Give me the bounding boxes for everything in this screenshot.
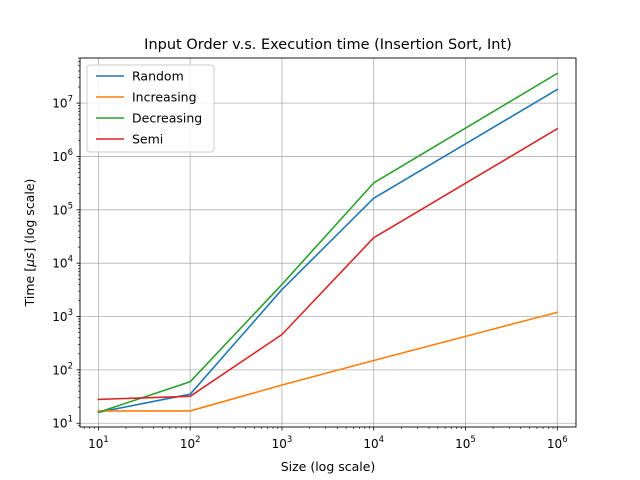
x-tick-label: 104	[363, 435, 384, 451]
y-tick-base: 10	[52, 257, 67, 271]
x-tick-base: 10	[455, 437, 470, 451]
x-tick-exponent: 1	[103, 435, 108, 445]
x-tick-base: 10	[272, 437, 287, 451]
y-tick-exponent: 7	[68, 95, 73, 105]
y-tick-base: 10	[52, 150, 67, 164]
y-tick-label: 101	[52, 415, 73, 431]
legend-label-increasing: Increasing	[132, 90, 197, 105]
y-tick-exponent: 6	[68, 148, 73, 158]
y-tick-base: 10	[52, 363, 67, 377]
y-tick-label: 106	[52, 148, 73, 164]
legend-box	[86, 64, 215, 153]
y-axis-label: Time [μs] (log scale)	[22, 179, 37, 308]
x-tick-exponent: 5	[470, 435, 475, 445]
grid	[80, 58, 576, 427]
series-line-increasing	[97, 311, 559, 412]
series-line-random	[97, 88, 559, 414]
legend-label-decreasing: Decreasing	[132, 111, 202, 126]
y-tick-exponent: 2	[68, 361, 73, 371]
series-line-decreasing	[97, 72, 559, 414]
legend-label-semi: Semi	[132, 132, 163, 147]
legend: Random Increasing Decreasing Semi	[86, 64, 215, 153]
y-tick-base: 10	[52, 310, 67, 324]
legend-label-random: Random	[132, 69, 184, 84]
x-tick-exponent: 2	[195, 435, 200, 445]
chart-title: Input Order v.s. Execution time (Inserti…	[144, 37, 512, 53]
y-axis-label-prefix: Time [	[22, 267, 37, 307]
y-tick-exponent: 5	[68, 201, 73, 211]
y-tick-label: 102	[52, 361, 73, 377]
y-tick-label: 107	[52, 95, 73, 111]
x-tick-exponent: 3	[287, 435, 292, 445]
x-tick-base: 10	[88, 437, 103, 451]
y-tick-base: 10	[52, 97, 67, 111]
x-tick-label: 102	[180, 435, 201, 451]
x-tick-label: 101	[88, 435, 109, 451]
y-axis-label-mu: μs	[22, 252, 37, 268]
x-tick-label: 105	[455, 435, 476, 451]
y-tick-label: 104	[52, 255, 73, 271]
x-tick-label: 106	[547, 435, 568, 451]
y-tick-label: 105	[52, 201, 73, 217]
y-axis-label-suffix: ] (log scale)	[22, 179, 37, 253]
x-tick-label: 103	[272, 435, 293, 451]
y-tick-exponent: 3	[68, 308, 73, 318]
series-line-semi	[97, 127, 559, 401]
series-lines	[97, 72, 559, 414]
y-tick-base: 10	[52, 203, 67, 217]
x-tick-base: 10	[180, 437, 195, 451]
x-tick-exponent: 4	[379, 435, 384, 445]
x-axis-ticks: 101 102 103 104 105 106	[83, 427, 568, 451]
y-tick-base: 10	[52, 417, 67, 431]
x-tick-exponent: 6	[562, 435, 567, 445]
x-tick-base: 10	[363, 437, 378, 451]
y-tick-label: 103	[52, 308, 73, 324]
x-tick-base: 10	[547, 437, 562, 451]
y-tick-exponent: 1	[68, 415, 73, 425]
y-tick-exponent: 4	[68, 255, 73, 265]
x-axis-label: Size (log scale)	[281, 459, 376, 474]
plot-frame	[79, 57, 577, 428]
